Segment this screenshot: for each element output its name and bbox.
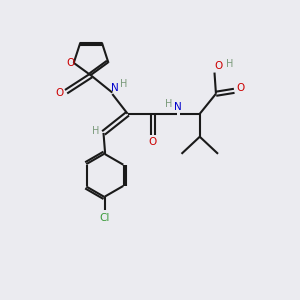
Text: N: N (111, 83, 119, 93)
Text: Cl: Cl (100, 213, 110, 223)
Text: H: H (226, 59, 233, 69)
Text: O: O (66, 58, 74, 68)
Text: O: O (148, 137, 157, 147)
Text: H: H (165, 99, 172, 110)
Text: O: O (56, 88, 64, 98)
Text: H: H (92, 126, 99, 136)
Text: O: O (237, 83, 245, 93)
Text: N: N (173, 102, 181, 112)
Text: H: H (120, 79, 127, 89)
Text: O: O (214, 61, 222, 71)
